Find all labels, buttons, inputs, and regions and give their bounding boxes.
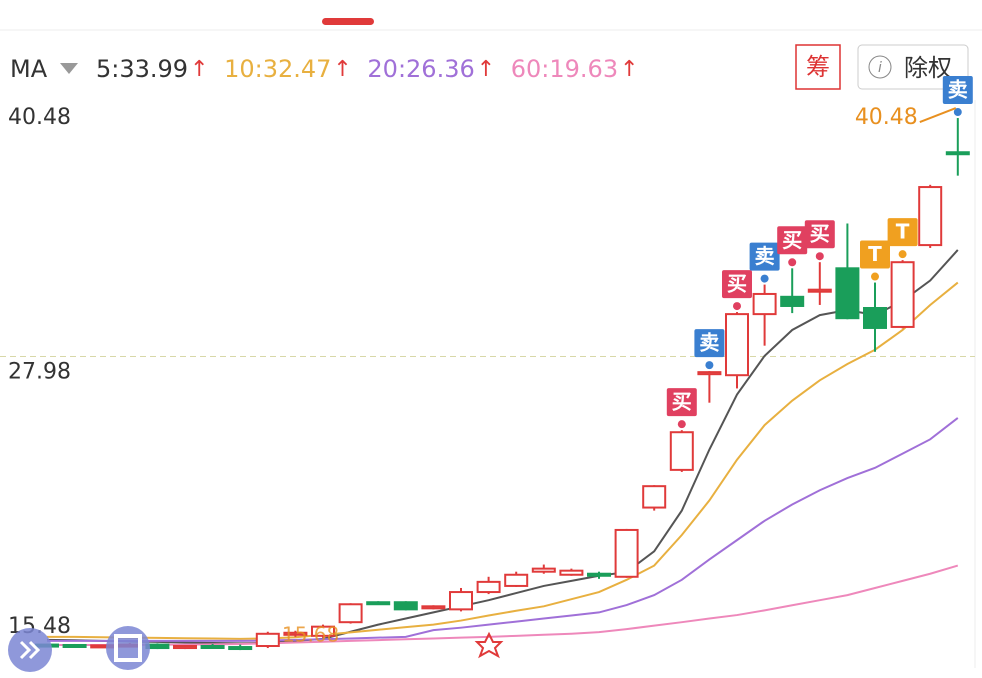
candle-body xyxy=(173,645,197,650)
candle-body xyxy=(725,313,749,377)
candle-body xyxy=(200,645,225,650)
candle-body xyxy=(697,371,722,376)
trade-badge xyxy=(887,218,918,247)
candle-body xyxy=(366,601,391,606)
trade-label: T xyxy=(868,242,882,266)
ma-label[interactable]: MA xyxy=(10,55,48,83)
trade-badge xyxy=(749,242,780,271)
tab-indicator xyxy=(322,18,374,25)
trade-dot xyxy=(760,274,769,283)
expand-icon[interactable] xyxy=(19,640,41,660)
trade-dot xyxy=(815,252,824,261)
y-tick-label: 40.48 xyxy=(8,105,71,130)
trade-badge xyxy=(942,76,973,105)
legend-trend: ↑ xyxy=(190,57,208,82)
trade-badge xyxy=(804,220,835,249)
trade-label: 买 xyxy=(810,222,830,246)
candle-body xyxy=(449,591,473,611)
min-price-label: 15.68 xyxy=(282,623,339,647)
legend-trend: ↑ xyxy=(477,57,495,82)
legend-trend: ↑ xyxy=(333,57,351,82)
candle-body xyxy=(918,186,943,247)
candle-body xyxy=(945,151,970,156)
candle-body xyxy=(311,625,335,637)
trade-badge xyxy=(666,388,697,417)
legend-trend: ↑ xyxy=(620,57,638,82)
candle-body xyxy=(228,646,253,651)
candle-body xyxy=(62,643,87,648)
trade-dot xyxy=(953,108,962,117)
candle-body xyxy=(504,573,529,587)
legend-entry: 60:19.63 xyxy=(511,55,618,83)
candle-body xyxy=(807,288,832,293)
trade-dot xyxy=(871,272,879,281)
info-icon-label[interactable]: i xyxy=(878,60,882,76)
trade-badge xyxy=(722,270,752,299)
chip-button-label[interactable]: 筹 xyxy=(806,53,830,81)
event-star[interactable] xyxy=(474,631,504,659)
ma-legend: 5:33.99 ↑ 10:32.47 ↑ 20:26.36 ↑ 60:19.63 ↑ xyxy=(96,55,639,83)
candle-body xyxy=(421,605,446,610)
candle-body xyxy=(669,431,694,471)
trade-label: 买 xyxy=(782,228,802,252)
candle-body xyxy=(890,261,915,328)
trade-badge xyxy=(777,226,808,255)
candle-body xyxy=(614,528,639,578)
max-price-label: 40.48 xyxy=(855,105,918,130)
candle-body xyxy=(780,295,805,307)
trade-dot xyxy=(733,302,741,311)
trade-label: 卖 xyxy=(755,244,775,268)
ma-line xyxy=(46,249,959,645)
trade-dot xyxy=(705,361,714,370)
trade-dot xyxy=(677,420,686,429)
candle-body xyxy=(283,631,308,636)
trade-badge xyxy=(860,240,890,269)
fullscreen-button[interactable] xyxy=(106,626,150,670)
trade-label: 买 xyxy=(672,390,692,414)
candle-body xyxy=(642,485,667,509)
info-icon[interactable] xyxy=(868,55,892,79)
ma-line xyxy=(47,564,959,646)
candle-body xyxy=(863,307,887,329)
candle-body xyxy=(476,580,501,594)
candle-body xyxy=(559,569,584,576)
ma-line xyxy=(47,281,959,640)
trade-label: 买 xyxy=(727,272,747,296)
candle-body xyxy=(587,572,611,577)
max-price-pointer xyxy=(919,107,957,123)
candle-body xyxy=(531,567,556,573)
trade-dot xyxy=(898,250,907,259)
trade-label: 卖 xyxy=(948,78,968,102)
rights-button[interactable] xyxy=(857,44,969,90)
candle-body xyxy=(393,601,418,611)
dropdown-arrow[interactable] xyxy=(60,63,78,74)
candle-body xyxy=(752,292,777,316)
candle-body xyxy=(835,267,860,320)
trade-badge xyxy=(694,329,725,358)
fullscreen-icon[interactable] xyxy=(114,634,142,662)
candle-body xyxy=(338,603,363,624)
candle-body xyxy=(255,632,280,648)
legend-entry: 5:33.99 xyxy=(96,55,188,83)
legend-entry: 10:32.47 xyxy=(224,55,331,83)
trade-label: T xyxy=(896,220,910,244)
y-tick-label: 27.98 xyxy=(8,360,71,385)
legend-entry: 20:26.36 xyxy=(367,55,474,83)
chip-button[interactable] xyxy=(795,44,841,90)
trade-dot xyxy=(788,258,797,267)
ma-line xyxy=(47,417,959,642)
trade-label: 卖 xyxy=(699,331,719,355)
